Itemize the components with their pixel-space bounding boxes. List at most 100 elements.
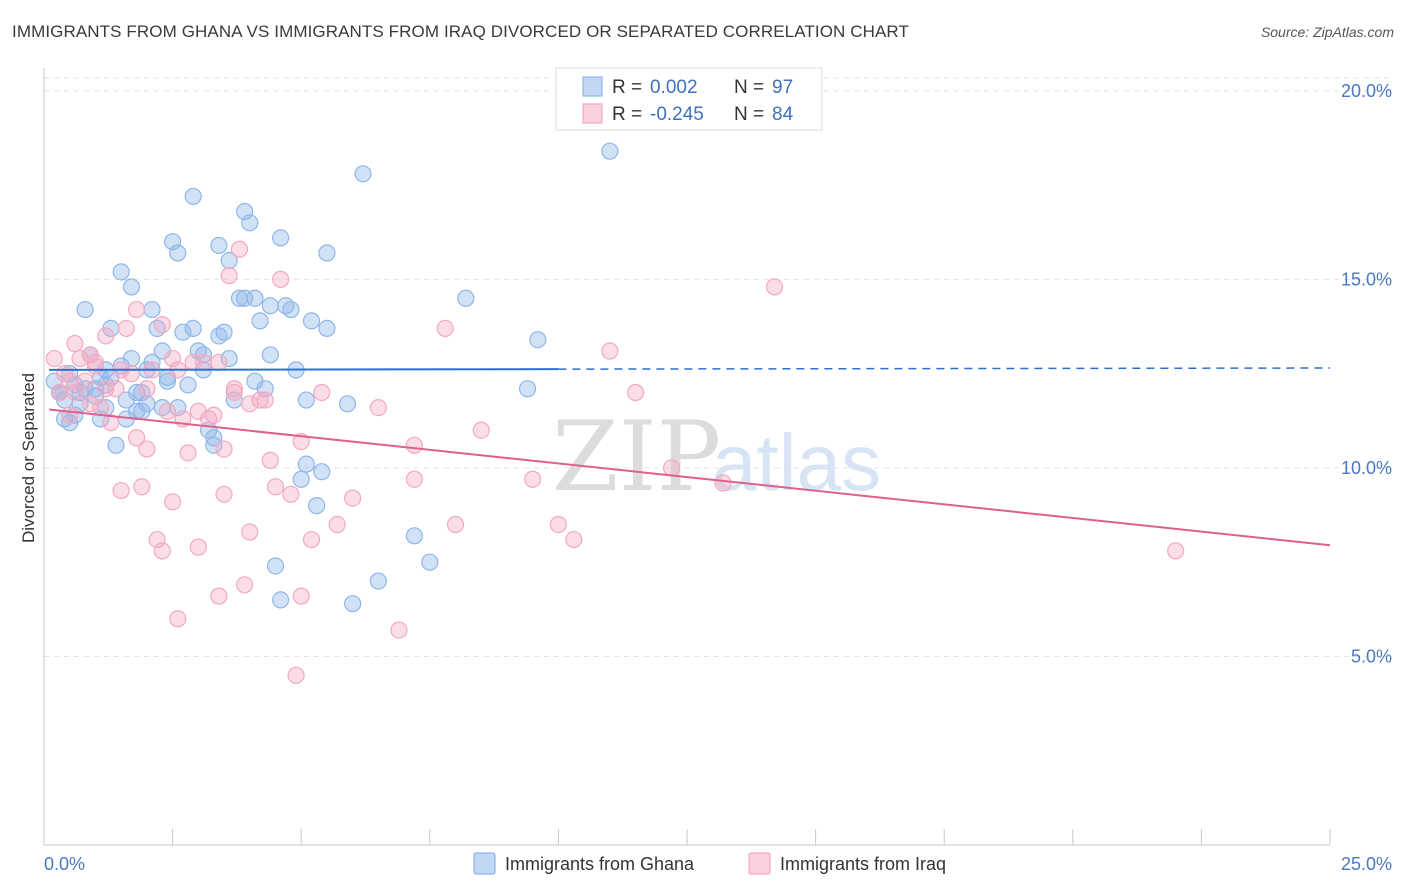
- data-point: [133, 478, 151, 496]
- data-point: [225, 383, 243, 402]
- data-point: [529, 331, 547, 349]
- data-point: [112, 263, 130, 281]
- data-point: [122, 349, 141, 368]
- trend-line-ghana: [49, 368, 559, 371]
- bottom-legend-label: Immigrants from Ghana: [505, 854, 695, 874]
- data-point: [184, 319, 202, 338]
- data-point: [220, 349, 238, 368]
- data-point: [369, 398, 387, 417]
- data-point: [524, 470, 542, 488]
- data-point: [472, 421, 490, 439]
- data-point: [138, 440, 156, 458]
- data-point: [261, 346, 279, 364]
- data-point: [565, 530, 583, 549]
- bottom-legend-swatch: [748, 852, 771, 875]
- y-axis-label: Divorced or Separated: [19, 373, 38, 543]
- data-point: [97, 327, 115, 345]
- legend-n-label: N =: [734, 104, 764, 125]
- legend-r-value: 0.002: [650, 77, 698, 98]
- data-point: [626, 383, 645, 402]
- data-point: [246, 372, 264, 390]
- legend-r-label: R =: [612, 104, 642, 125]
- legend-n-value: 84: [772, 104, 794, 125]
- data-point: [436, 319, 454, 338]
- data-point: [302, 312, 321, 330]
- data-point: [189, 538, 207, 556]
- chart-title: IMMIGRANTS FROM GHANA VS IMMIGRANTS FROM…: [12, 22, 909, 41]
- data-point: [282, 485, 300, 503]
- y-tick-label: 10.0%: [1341, 458, 1392, 478]
- bottom-legend: Immigrants from Ghana Immigrants from Ira…: [473, 852, 946, 875]
- data-point: [117, 319, 135, 338]
- data-point: [210, 587, 228, 605]
- data-point: [189, 402, 207, 420]
- x-tick-label: 0.0%: [44, 854, 85, 874]
- data-point: [210, 236, 228, 255]
- data-point: [164, 233, 182, 251]
- legend-r-label: R =: [612, 77, 642, 98]
- data-point: [256, 391, 274, 409]
- data-point: [390, 621, 408, 639]
- data-point: [81, 346, 99, 364]
- bottom-legend-swatch: [473, 852, 496, 875]
- data-point: [241, 523, 259, 541]
- data-point: [297, 391, 315, 409]
- data-point: [241, 395, 259, 413]
- data-point: [225, 380, 243, 398]
- data-point: [220, 267, 238, 285]
- data-point: [148, 530, 166, 549]
- data-point: [81, 395, 99, 413]
- watermark-zip: ZIP: [552, 401, 721, 513]
- data-point: [241, 214, 259, 232]
- data-point: [318, 319, 336, 338]
- legend-swatch: [582, 76, 603, 97]
- data-point: [76, 300, 94, 319]
- data-point: [107, 436, 125, 454]
- data-point: [261, 451, 279, 469]
- data-point: [313, 463, 331, 481]
- data-point: [169, 398, 187, 417]
- data-point: [66, 383, 84, 402]
- stats-legend: R = 0.002 N = 97 R = -0.245 N = 84: [555, 67, 823, 131]
- data-point: [421, 553, 439, 571]
- data-point: [405, 470, 423, 488]
- data-point: [179, 376, 197, 394]
- data-point: [205, 406, 223, 424]
- data-point: [210, 327, 228, 345]
- data-point: [251, 391, 269, 409]
- data-point: [205, 429, 223, 447]
- watermark-atlas: atlas: [712, 418, 881, 507]
- data-point: [236, 202, 254, 221]
- trend-line-iraq: [49, 408, 1331, 547]
- data-point: [215, 440, 233, 458]
- data-point: [169, 244, 187, 262]
- data-point: [1167, 542, 1185, 560]
- data-point: [164, 349, 182, 368]
- data-point: [308, 497, 326, 515]
- y-tick-label: 20.0%: [1341, 81, 1392, 101]
- data-point: [127, 300, 146, 319]
- data-point: [174, 323, 192, 341]
- data-point: [158, 372, 177, 390]
- data-point: [282, 300, 300, 319]
- data-point: [446, 515, 465, 534]
- data-point: [601, 142, 619, 160]
- data-point: [302, 530, 321, 549]
- data-point: [91, 398, 110, 417]
- data-point: [194, 353, 213, 371]
- data-point: [662, 459, 681, 477]
- data-point: [102, 414, 120, 432]
- data-point: [153, 542, 171, 560]
- data-point: [117, 391, 135, 409]
- data-point: [153, 316, 171, 334]
- data-point: [272, 591, 290, 609]
- data-point: [210, 353, 228, 371]
- data-point: [179, 444, 197, 462]
- data-point: [272, 229, 290, 247]
- legend-n-label: N =: [734, 77, 764, 98]
- data-point: [66, 334, 84, 353]
- data-point: [236, 576, 254, 594]
- data-point: [297, 455, 315, 473]
- data-point: [143, 300, 161, 319]
